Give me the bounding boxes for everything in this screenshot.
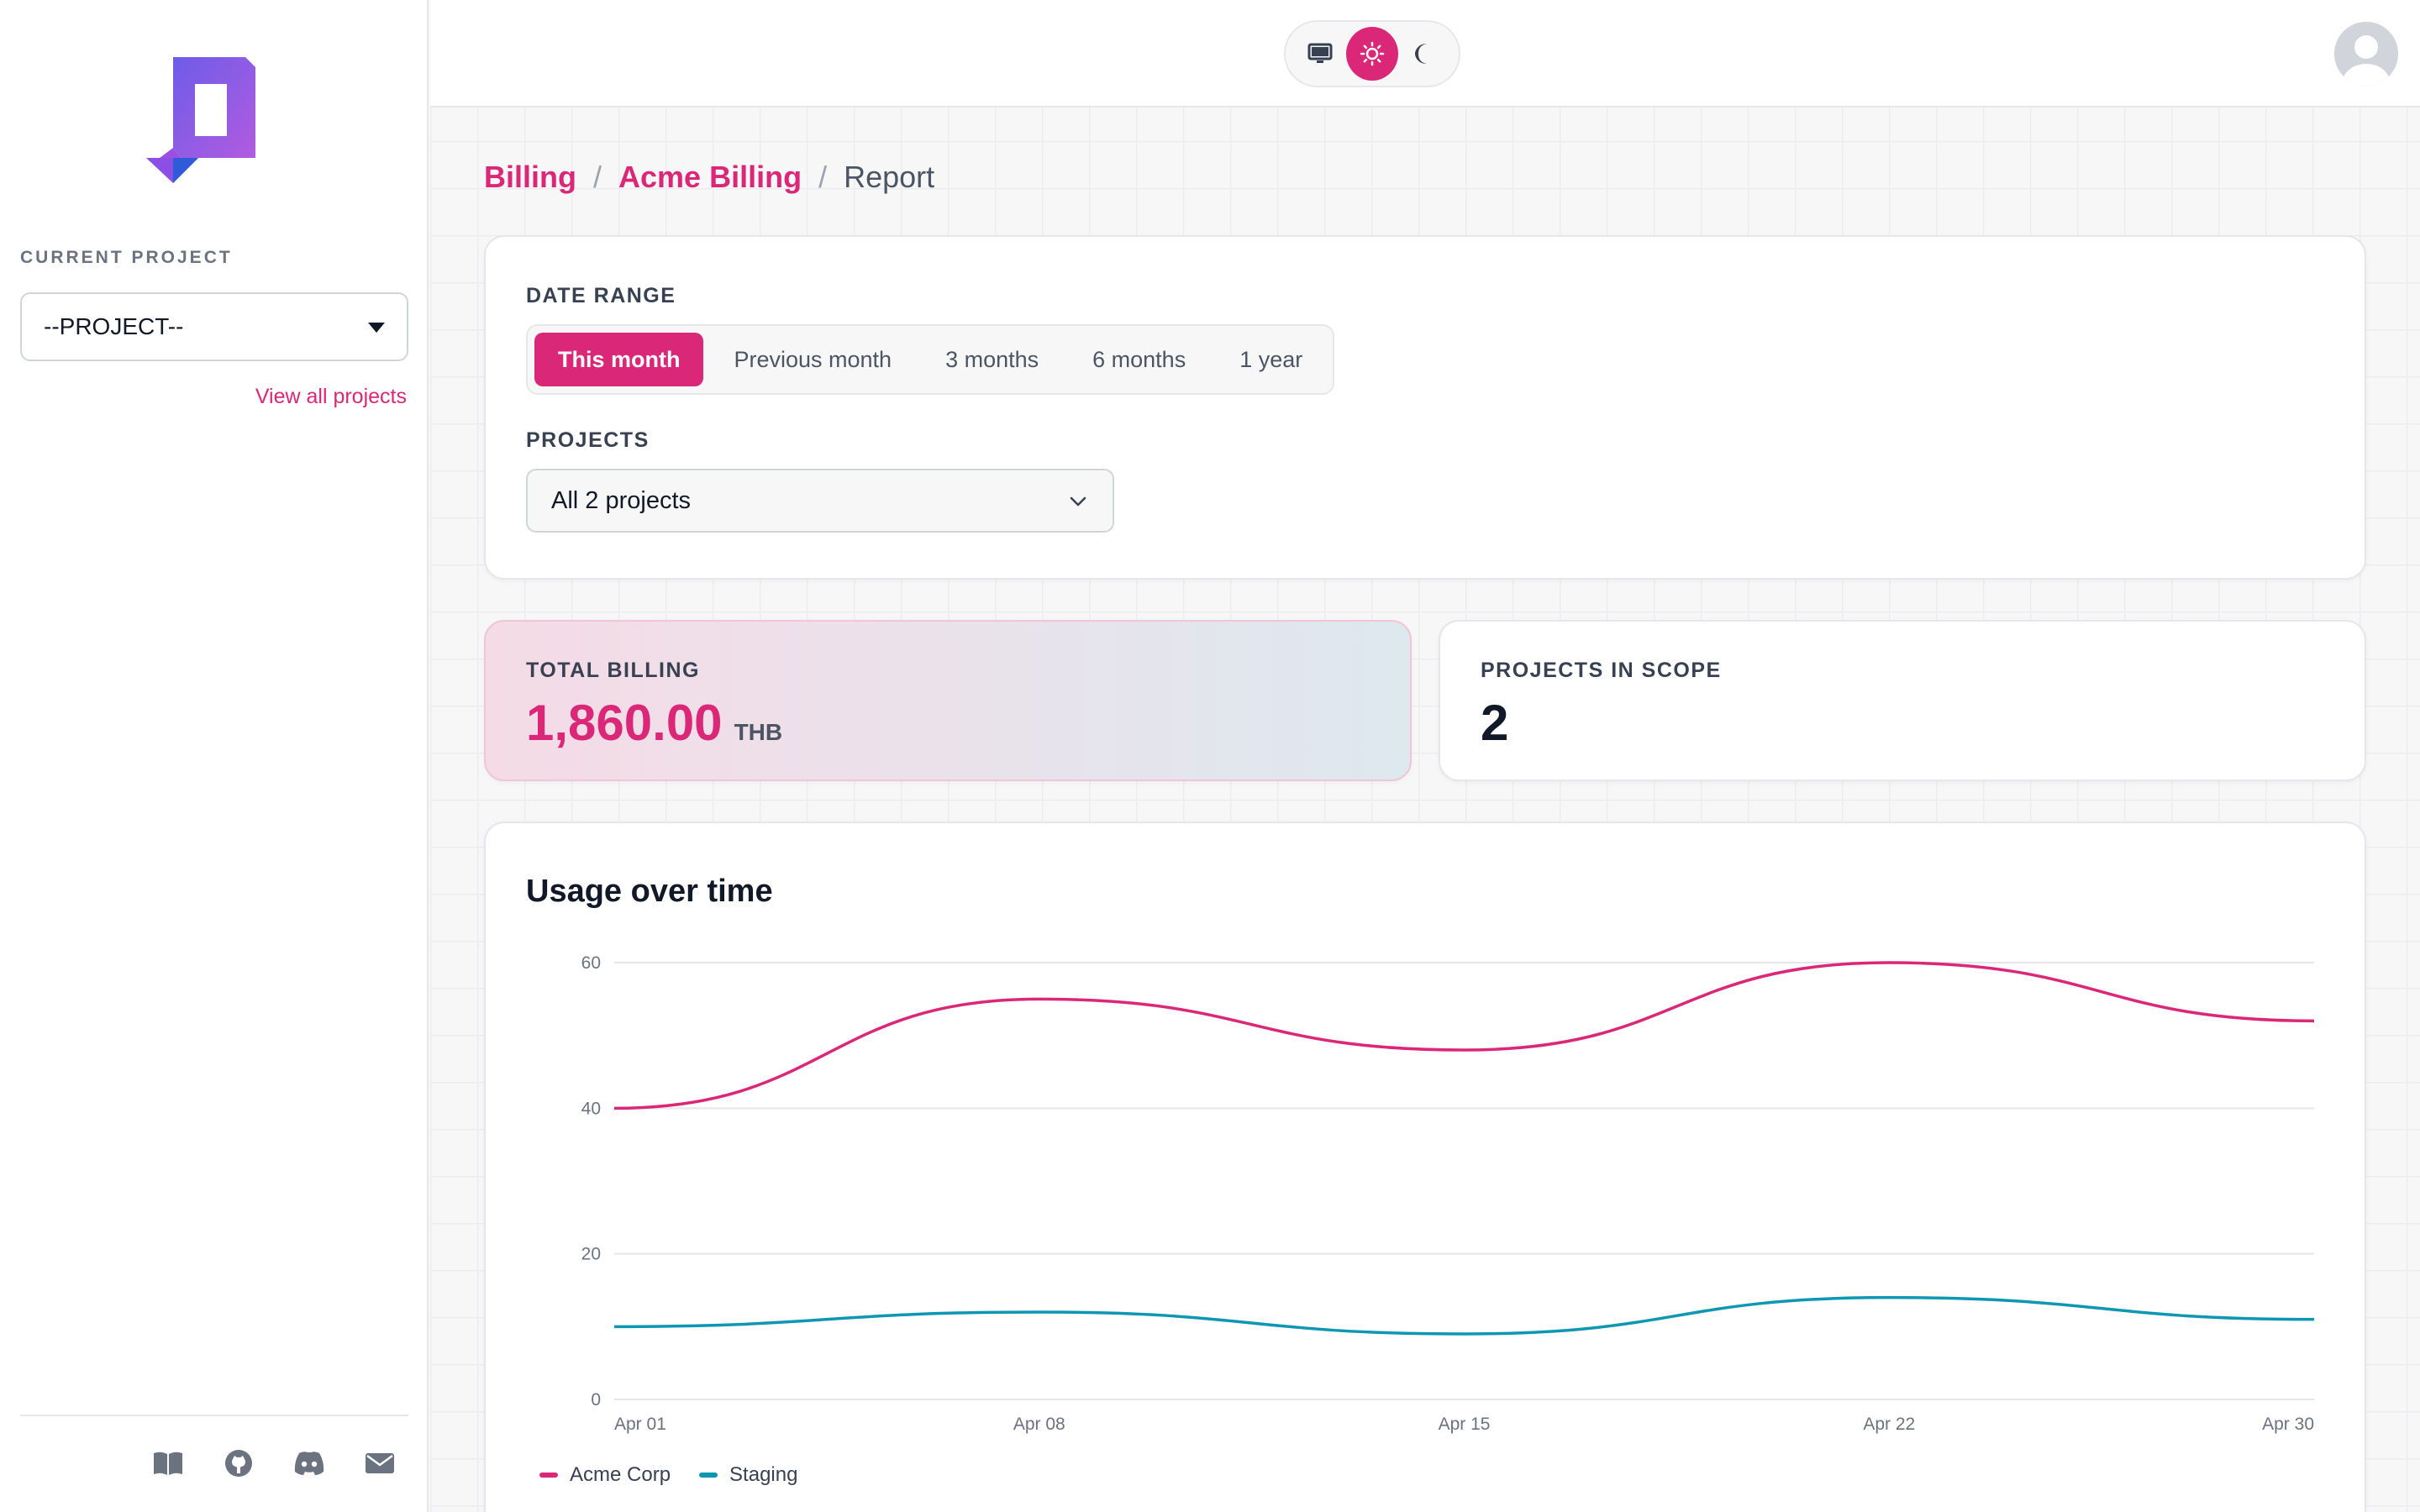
chart-legend: Acme Corp Staging — [539, 1463, 797, 1487]
filters-card: DATE RANGE This month Previous month 3 m… — [484, 235, 2366, 580]
topbar — [430, 0, 2420, 108]
current-project-label: CURRENT PROJECT — [20, 248, 233, 267]
y-tick-label: 0 — [591, 1390, 601, 1410]
x-tick-label: Apr 22 — [1863, 1415, 1915, 1434]
theme-toggle — [1284, 20, 1460, 87]
total-billing-card: TOTAL BILLING 1,860.00 THB — [484, 620, 1412, 781]
date-range-selector: This month Previous month 3 months 6 mon… — [526, 324, 1335, 395]
app-logo[interactable] — [143, 50, 269, 193]
projects-in-scope-card: PROJECTS IN SCOPE 2 — [1439, 620, 2366, 781]
range-1-year[interactable]: 1 year — [1239, 346, 1303, 372]
mail-icon[interactable] — [363, 1446, 397, 1480]
y-tick-label: 60 — [581, 953, 601, 973]
projects-select-value: All 2 projects — [551, 486, 692, 514]
breadcrumb-current: Report — [844, 160, 935, 194]
sidebar-footer-links — [151, 1446, 397, 1480]
main-content: Billing / Acme Billing / Report DATE RAN… — [430, 0, 2420, 1512]
total-billing-value: 1,860.00 — [526, 695, 723, 751]
view-all-projects-link[interactable]: View all projects — [255, 385, 407, 408]
y-tick-label: 20 — [581, 1245, 601, 1264]
range-6-months[interactable]: 6 months — [1092, 346, 1186, 372]
project-select-value: --PROJECT-- — [44, 313, 184, 339]
sidebar-divider — [20, 1415, 408, 1416]
book-icon[interactable] — [151, 1446, 185, 1480]
x-tick-label: Apr 01 — [614, 1415, 666, 1434]
series-line-acme-corp[interactable] — [613, 961, 2315, 1110]
x-tick-label: Apr 30 — [2262, 1415, 2314, 1434]
projects-label: PROJECTS — [526, 428, 650, 452]
range-3-months[interactable]: 3 months — [945, 346, 1039, 372]
x-tick-label: Apr 08 — [1013, 1415, 1065, 1434]
total-billing-label: TOTAL BILLING — [526, 659, 700, 682]
projects-select[interactable]: All 2 projects — [526, 469, 1114, 533]
x-tick-label: Apr 15 — [1439, 1415, 1491, 1434]
breadcrumb: Billing / Acme Billing / Report — [484, 160, 934, 195]
legend-swatch — [539, 1473, 558, 1478]
monitor-icon[interactable] — [1294, 27, 1346, 81]
caret-down-icon — [368, 323, 385, 333]
breadcrumb-acme-billing[interactable]: Acme Billing — [618, 160, 802, 194]
moon-icon[interactable] — [1398, 27, 1450, 81]
legend-swatch — [699, 1473, 718, 1478]
project-select[interactable]: --PROJECT-- — [20, 292, 408, 361]
range-this-month[interactable]: This month — [534, 333, 704, 386]
range-previous-month[interactable]: Previous month — [734, 346, 892, 372]
legend-label: Staging — [729, 1463, 798, 1486]
projects-in-scope-value: 2 — [1481, 695, 1509, 751]
legend-item[interactable]: Staging — [699, 1463, 797, 1487]
series-line-staging[interactable] — [613, 1295, 2315, 1336]
usage-line-chart: 0 20 40 60 Apr 01 Apr 08 Apr 15 Apr 22 Apr 30 — [581, 953, 2315, 1434]
chevron-down-icon — [1067, 491, 1089, 519]
y-tick-label: 40 — [581, 1099, 601, 1118]
legend-item[interactable]: Acme Corp — [539, 1463, 671, 1487]
chart-title: Usage over time — [526, 874, 773, 909]
github-icon[interactable] — [222, 1446, 255, 1480]
total-billing-unit: THB — [734, 719, 783, 745]
sidebar: CURRENT PROJECT --PROJECT-- View all pro… — [0, 0, 429, 1512]
date-range-label: DATE RANGE — [526, 284, 676, 307]
sun-icon[interactable] — [1346, 27, 1398, 81]
usage-chart-card: Usage over time 0 20 40 60 Apr 01 Apr 08 Apr 1… — [484, 822, 2366, 1512]
user-avatar[interactable] — [2334, 22, 2398, 86]
breadcrumb-billing[interactable]: Billing — [484, 160, 576, 194]
breadcrumb-separator: / — [593, 160, 602, 194]
legend-label: Acme Corp — [570, 1463, 671, 1486]
projects-in-scope-label: PROJECTS IN SCOPE — [1481, 659, 1722, 682]
discord-icon[interactable] — [292, 1446, 326, 1480]
breadcrumb-separator: / — [818, 160, 828, 194]
